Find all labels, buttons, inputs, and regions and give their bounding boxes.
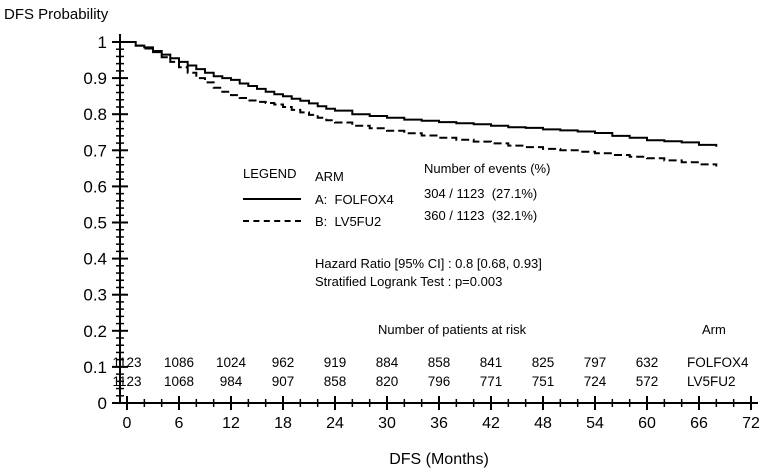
risk-count: 1024	[216, 355, 247, 370]
km-plot: 0 6 12 18 24 30 36 42 48 54 60 66 72 0 0.1 0.2 0.3 0.4 0.5…	[83, 33, 760, 432]
x-tick-label: 54	[586, 415, 604, 432]
risk-count: 796	[428, 374, 451, 389]
risk-count: 858	[324, 374, 347, 389]
y-tick-label: 1	[98, 33, 107, 52]
y-tick-label: 0.5	[83, 214, 107, 233]
x-tick-label: 60	[638, 415, 656, 432]
y-tick-label: 0	[98, 394, 107, 413]
risk-count: 962	[272, 355, 295, 370]
risk-count: 919	[324, 355, 347, 370]
risk-count: 771	[480, 374, 503, 389]
series-curve-folfox4	[127, 41, 718, 147]
legend-line-dashed-lv5fu2	[243, 220, 301, 222]
risk-count: 1086	[164, 355, 194, 370]
risk-arm-label: LV5FU2	[687, 374, 736, 389]
risk-count: 820	[376, 374, 399, 389]
hazard-ratio-text: Hazard Ratio [95% CI] : 0.8 [0.68, 0.93]	[315, 256, 542, 271]
y-tick-label: 0.1	[83, 358, 107, 377]
y-tick-label: 0.6	[83, 177, 107, 196]
legend-line-solid-folfox4	[243, 198, 301, 200]
legend-events-lv5fu2: 360 / 1123 (32.1%)	[424, 208, 538, 223]
x-tick-label: 12	[222, 415, 240, 432]
legend-arm-lv5fu2: B: LV5FU2	[315, 214, 382, 229]
y-tick-label: 0.8	[83, 105, 107, 124]
x-tick-label: 42	[482, 415, 500, 432]
risk-count: 825	[532, 355, 555, 370]
legend-arm-folfox4: A: FOLFOX4	[315, 192, 394, 207]
risk-count: 841	[480, 355, 503, 370]
x-tick-label: 48	[534, 415, 552, 432]
risk-count: 1123	[112, 374, 141, 389]
y-tick-label: 0.9	[83, 69, 107, 88]
risk-count: 1068	[164, 374, 194, 389]
risk-count: 724	[584, 374, 607, 389]
series-curve-lv5fu2	[127, 41, 718, 167]
x-tick-label: 6	[175, 415, 184, 432]
x-tick-label: 18	[274, 415, 292, 432]
risk-count: 884	[376, 355, 399, 370]
x-tick-label: 24	[326, 415, 344, 432]
risk-count: 632	[636, 355, 659, 370]
x-tick-label: 66	[690, 415, 708, 432]
risk-table-arm-header: Arm	[702, 322, 726, 337]
risk-count: 907	[272, 374, 295, 389]
x-tick-label: 72	[742, 415, 760, 432]
risk-count: 858	[428, 355, 451, 370]
legend-events-folfox4: 304 / 1123 (27.1%)	[424, 186, 538, 201]
y-tick-label: 0.3	[83, 286, 107, 305]
y-tick-label: 0.7	[83, 141, 107, 160]
x-tick-label: 36	[430, 415, 448, 432]
risk-count: 984	[220, 374, 243, 389]
logrank-test-text: Stratified Logrank Test : p=0.003	[315, 274, 503, 289]
risk-count: 1123	[112, 355, 141, 370]
legend-events-header: Number of events (%)	[424, 161, 551, 176]
risk-count: 797	[584, 355, 607, 370]
risk-arm-label: FOLFOX4	[687, 355, 749, 370]
y-axis-title: DFS Probability	[4, 6, 109, 23]
risk-table-title: Number of patients at risk	[378, 322, 527, 337]
legend-header: LEGEND	[243, 166, 297, 181]
x-tick-label: 30	[378, 415, 396, 432]
y-tick-label: 0.4	[83, 250, 107, 269]
legend-arm-header: ARM	[315, 169, 344, 184]
risk-count: 572	[636, 374, 659, 389]
x-axis-title: DFS (Months)	[389, 451, 489, 468]
y-tick-label: 0.2	[83, 322, 107, 341]
risk-count: 751	[532, 374, 555, 389]
x-tick-label: 0	[123, 415, 132, 432]
